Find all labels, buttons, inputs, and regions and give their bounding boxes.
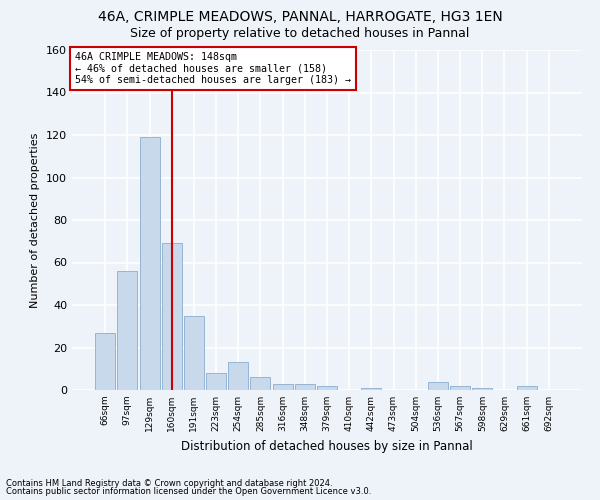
- Bar: [428, 382, 448, 390]
- Bar: [162, 244, 182, 390]
- Y-axis label: Number of detached properties: Number of detached properties: [31, 132, 40, 308]
- Bar: [295, 384, 315, 390]
- Text: Contains public sector information licensed under the Open Government Licence v3: Contains public sector information licen…: [6, 487, 371, 496]
- Bar: [118, 271, 137, 390]
- Bar: [472, 388, 492, 390]
- Bar: [250, 378, 271, 390]
- Text: Contains HM Land Registry data © Crown copyright and database right 2024.: Contains HM Land Registry data © Crown c…: [6, 478, 332, 488]
- Bar: [95, 332, 115, 390]
- Bar: [450, 386, 470, 390]
- Bar: [184, 316, 204, 390]
- Bar: [272, 384, 293, 390]
- Bar: [206, 373, 226, 390]
- Text: Size of property relative to detached houses in Pannal: Size of property relative to detached ho…: [130, 28, 470, 40]
- Bar: [517, 386, 536, 390]
- Text: 46A, CRIMPLE MEADOWS, PANNAL, HARROGATE, HG3 1EN: 46A, CRIMPLE MEADOWS, PANNAL, HARROGATE,…: [98, 10, 502, 24]
- X-axis label: Distribution of detached houses by size in Pannal: Distribution of detached houses by size …: [181, 440, 473, 452]
- Bar: [317, 386, 337, 390]
- Bar: [228, 362, 248, 390]
- Bar: [140, 137, 160, 390]
- Bar: [361, 388, 382, 390]
- Text: 46A CRIMPLE MEADOWS: 148sqm
← 46% of detached houses are smaller (158)
54% of se: 46A CRIMPLE MEADOWS: 148sqm ← 46% of det…: [74, 52, 350, 85]
